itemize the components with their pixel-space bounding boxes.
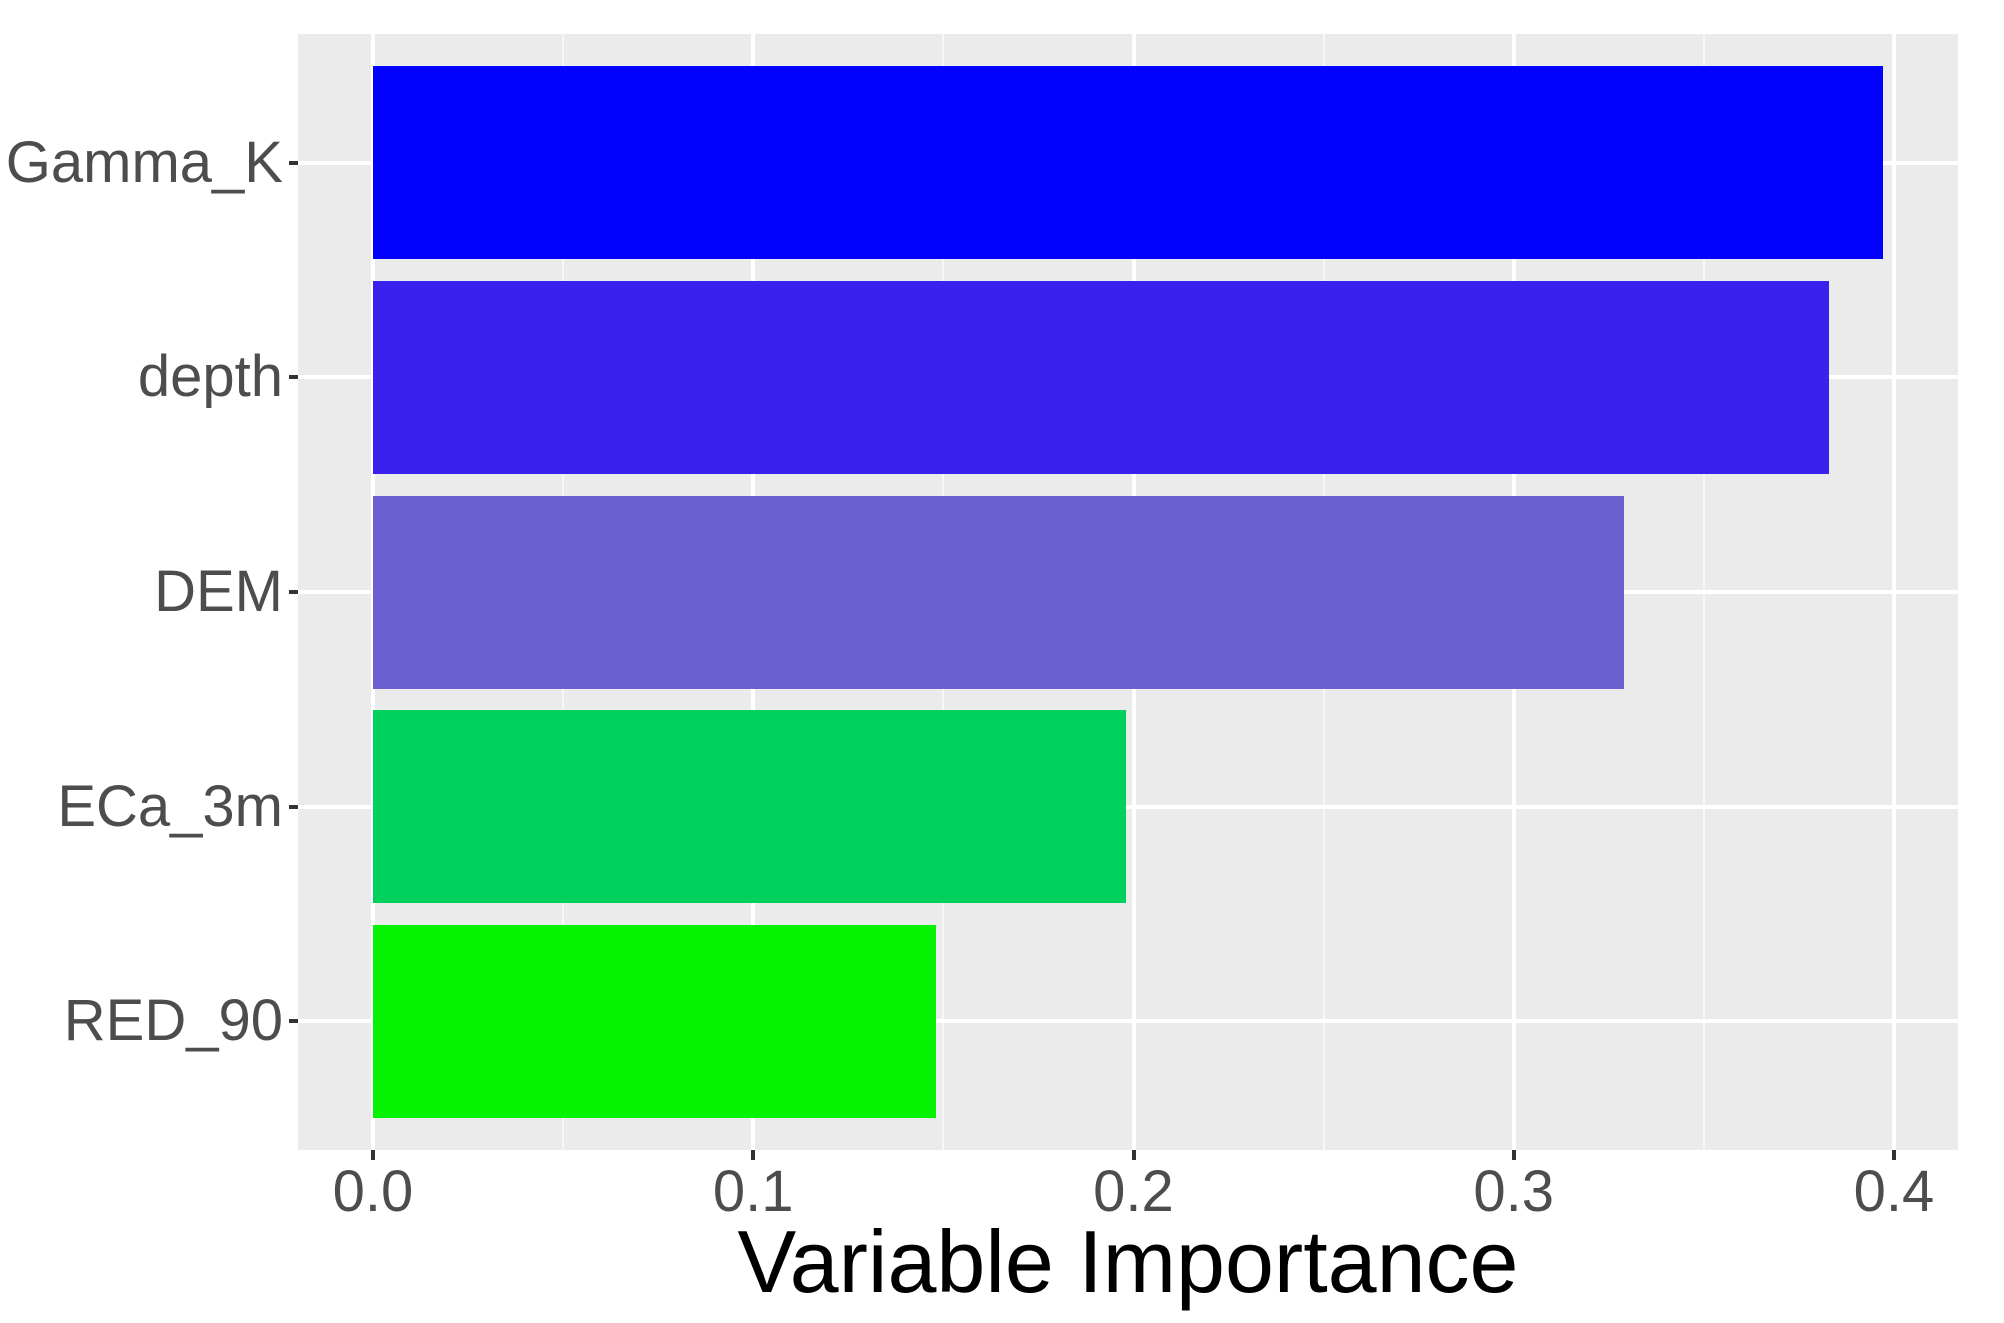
x-axis-tick-mark [751, 1150, 756, 1160]
y-axis-tick-mark [289, 1019, 298, 1023]
bar-gamma_k [373, 66, 1883, 259]
y-axis-tick-mark [289, 590, 298, 594]
y-axis-tick-mark [289, 375, 298, 379]
x-axis-tick-mark [371, 1150, 375, 1160]
major-gridline-horizontal [298, 1019, 1958, 1024]
x-axis-tick-label-0.0: 0.0 [332, 1159, 414, 1224]
y-axis-tick-mark [289, 161, 298, 165]
x-axis-tick-label-0.1: 0.1 [712, 1159, 794, 1224]
x-axis-tick-label-0.3: 0.3 [1473, 1159, 1555, 1224]
bar-dem [373, 496, 1624, 689]
y-axis-tick-mark [289, 805, 298, 809]
x-axis-tick-label-0.2: 0.2 [1093, 1159, 1174, 1224]
y-axis-label-dem: DEM [154, 559, 283, 624]
x-axis-tick-mark [1131, 1150, 1136, 1160]
x-axis-tick-mark [1511, 1150, 1516, 1160]
bar-depth [373, 281, 1829, 474]
y-axis-label-red_90: RED_90 [63, 988, 283, 1053]
x-axis-tick-label-0.4: 0.4 [1853, 1159, 1935, 1224]
y-axis-label-gamma_k: Gamma_K [5, 130, 283, 195]
plot-panel [298, 34, 1958, 1150]
x-axis-title: Variable Importance [737, 1212, 1519, 1311]
x-axis-tick-mark [1892, 1150, 1896, 1160]
major-gridline-horizontal [298, 804, 1958, 809]
bar-eca_3m [373, 710, 1126, 903]
bar-red_90 [373, 925, 936, 1118]
y-axis-label-depth: depth [137, 344, 283, 409]
y-axis-label-eca_3m: ECa_3m [57, 774, 283, 839]
